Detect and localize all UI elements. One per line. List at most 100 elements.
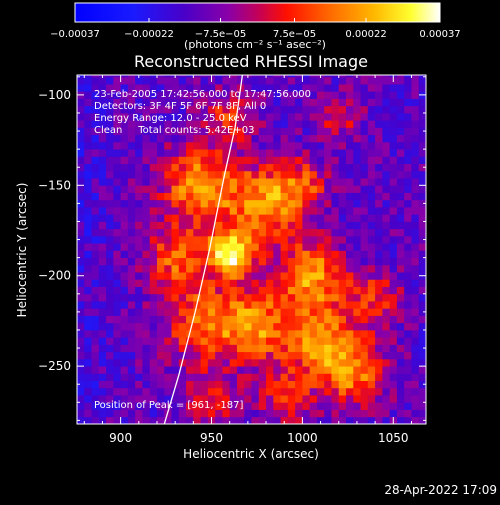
heatmap-cell [295, 308, 303, 316]
heatmap-cell [178, 409, 187, 418]
heatmap-cell [222, 243, 231, 251]
heatmap-cell [127, 395, 136, 403]
heatmap-cell [164, 170, 172, 179]
heatmap-cell [113, 141, 122, 150]
heatmap-cell [135, 293, 143, 302]
heatmap-cell [346, 243, 354, 251]
heatmap-cell [193, 91, 201, 99]
heatmap-cell [98, 380, 107, 389]
heatmap-cell [411, 178, 420, 186]
heatmap-cell [142, 409, 151, 418]
heatmap-cell [244, 308, 252, 316]
heatmap-cell [229, 221, 238, 230]
heatmap-cell [98, 221, 107, 230]
heatmap-cell [135, 279, 143, 287]
heatmap-cell [338, 250, 347, 259]
heatmap-cell [258, 214, 267, 222]
heatmap-cell [178, 75, 187, 78]
heatmap-cell [404, 91, 412, 99]
heatmap-cell [91, 315, 100, 324]
heatmap-cell [236, 199, 245, 208]
heatmap-cell [331, 156, 340, 164]
heatmap-cell [360, 308, 369, 316]
heatmap-cell [127, 149, 136, 157]
heatmap-cell [396, 366, 405, 374]
heatmap-cell [113, 243, 122, 251]
heatmap-cell [411, 409, 420, 418]
heatmap-cell [251, 272, 260, 280]
heatmap-cell [149, 84, 158, 92]
heatmap-cell [404, 286, 412, 295]
heatmap-cell [215, 351, 223, 360]
heatmap-cell [331, 75, 340, 78]
heatmap-cell [324, 286, 332, 295]
heatmap-cell [236, 185, 245, 193]
heatmap-cell [106, 358, 114, 367]
heatmap-cell [324, 149, 332, 157]
heatmap-cell [360, 286, 369, 295]
heatmap-cell [84, 409, 92, 418]
heatmap-cell [186, 112, 194, 121]
heatmap-cell [120, 373, 129, 381]
heatmap-cell [382, 221, 391, 230]
heatmap-cell [171, 387, 180, 396]
heatmap-cell [178, 192, 187, 201]
heatmap-cell [258, 358, 267, 367]
heatmap-cell [404, 308, 412, 316]
heatmap-cell [135, 91, 143, 99]
heatmap-cell [193, 120, 201, 128]
heatmap-cell [178, 257, 187, 266]
heatmap-cell [229, 416, 238, 424]
heatmap-cell [411, 214, 420, 222]
heatmap-cell [258, 221, 267, 230]
heatmap-cell [404, 141, 412, 150]
heatmap-cell [164, 351, 172, 360]
heatmap-cell [77, 178, 85, 186]
heatmap-cell [382, 264, 391, 273]
heatmap-cell [258, 279, 267, 287]
heatmap-cell [135, 322, 143, 331]
heatmap-cell [353, 279, 361, 287]
heatmap-cell [309, 75, 318, 78]
heatmap-cell [236, 214, 245, 222]
heatmap-cell [396, 315, 405, 324]
heatmap-cell [120, 91, 129, 99]
heatmap-cell [84, 358, 92, 367]
heatmap-cell [375, 366, 383, 374]
heatmap-cell [287, 163, 296, 172]
heatmap-cell [236, 380, 245, 389]
heatmap-cell [331, 170, 340, 179]
heatmap-cell [98, 199, 107, 208]
heatmap-cell [113, 395, 122, 403]
heatmap-cell [77, 250, 85, 259]
heatmap-cell [84, 315, 92, 324]
heatmap-cell [120, 178, 129, 186]
heatmap-cell [331, 380, 340, 389]
heatmap-cell [273, 279, 281, 287]
heatmap-cell [200, 178, 209, 186]
heatmap-cell [353, 337, 361, 345]
heatmap-cell [382, 235, 391, 244]
heatmap-cell [120, 170, 129, 179]
heatmap-cell [367, 358, 376, 367]
heatmap-cell [113, 373, 122, 381]
heatmap-cell [353, 170, 361, 179]
heatmap-cell [295, 163, 303, 172]
heatmap-cell [149, 91, 158, 99]
heatmap-cell [215, 387, 223, 396]
heatmap-cell [236, 163, 245, 172]
heatmap-cell [353, 141, 361, 150]
heatmap-cell [135, 301, 143, 309]
heatmap-cell [186, 127, 194, 136]
heatmap-cell [135, 329, 143, 338]
heatmap-cell [382, 402, 391, 410]
heatmap-cell [236, 264, 245, 273]
heatmap-cell [149, 221, 158, 230]
heatmap-cell [367, 98, 376, 107]
heatmap-cell [375, 308, 383, 316]
heatmap-cell [156, 112, 165, 121]
heatmap-cell [113, 221, 122, 230]
heatmap-cell [222, 199, 231, 208]
heatmap-cell [404, 272, 412, 280]
heatmap-cell [302, 84, 311, 92]
